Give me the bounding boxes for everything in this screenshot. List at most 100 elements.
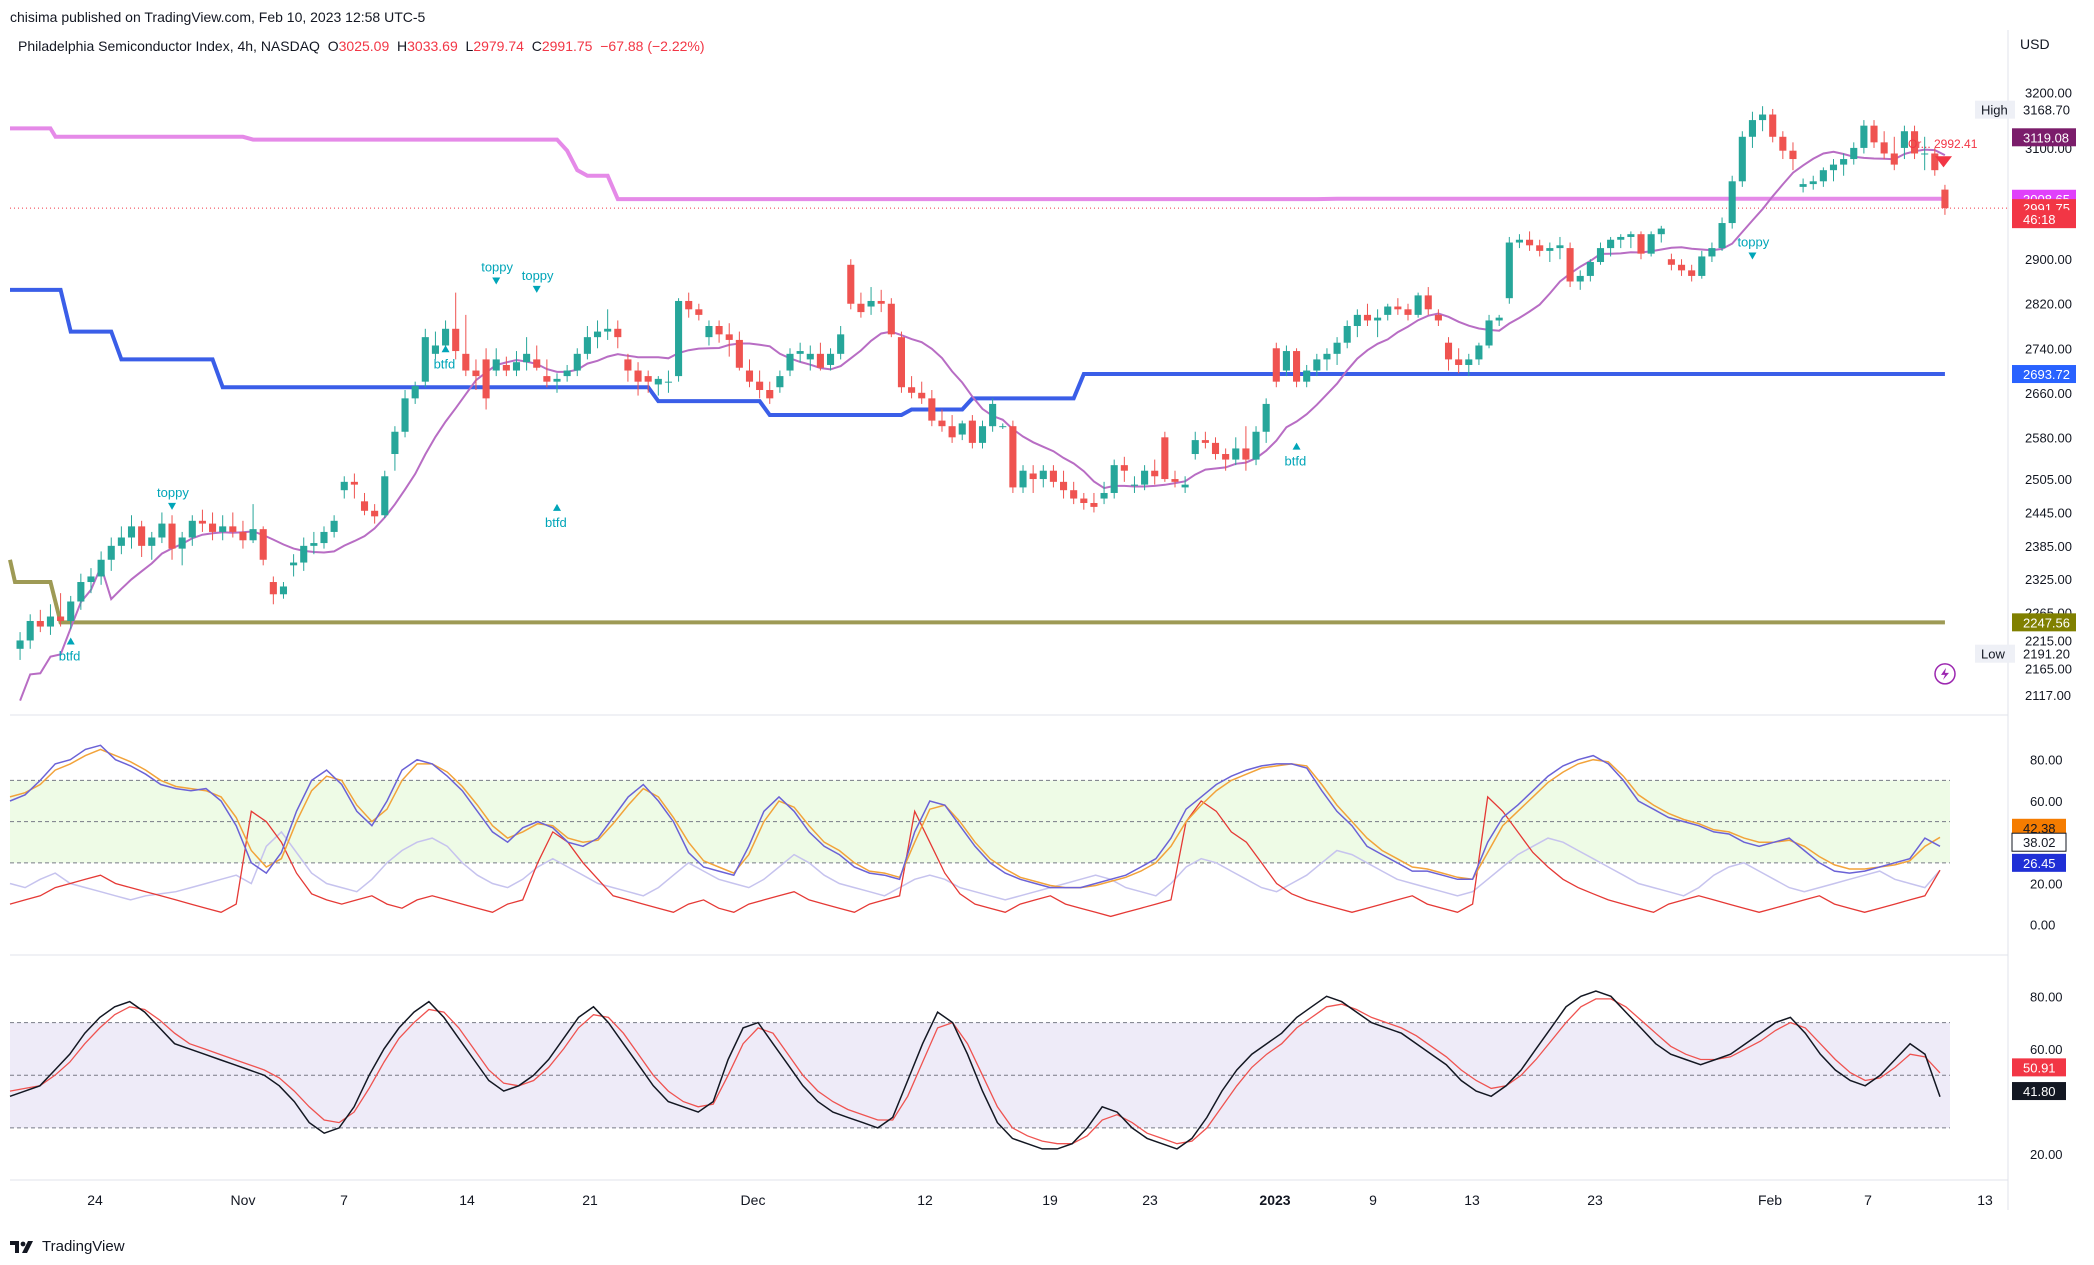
price-badge-label: 2693.72 (2023, 367, 2070, 382)
candle-body (1799, 184, 1807, 187)
oscillator-badge-label: 38.02 (2023, 835, 2056, 850)
candle-body (1363, 314, 1372, 321)
price-badge (2012, 128, 2076, 147)
candle-body (472, 370, 480, 377)
rsi-tick-label: 80.00 (2030, 989, 2063, 1004)
candle-body (57, 616, 65, 621)
candle-body (1586, 262, 1594, 276)
oscillator-badge (2012, 818, 2066, 837)
price-tick-label: 2385.00 (2025, 539, 2072, 554)
candle-body (1414, 295, 1422, 315)
candle-body (300, 545, 308, 563)
candle-body (1222, 454, 1230, 460)
candle-body (1789, 150, 1797, 160)
candle-body (1029, 473, 1037, 480)
sell-marker-icon (492, 277, 501, 285)
candle-body (877, 300, 885, 304)
candle-body (644, 376, 652, 382)
candle-body (512, 362, 521, 371)
candle-body (148, 537, 156, 546)
candle-body (16, 640, 24, 649)
rsi-badge (2012, 1082, 2066, 1101)
btfd-label: btfd (1285, 454, 1307, 469)
time-tick-label: 23 (1587, 1192, 1603, 1208)
candle-body (1880, 142, 1888, 154)
order-label: Or... 2992.41 (1908, 137, 1978, 151)
candle-body (411, 386, 419, 399)
candle-body (127, 526, 136, 538)
price-badge (2012, 613, 2076, 632)
oscillator-tick-label: 20.00 (2030, 876, 2063, 891)
candle-body (1272, 348, 1280, 382)
sell-marker-icon (168, 502, 177, 510)
candle-body (553, 378, 561, 382)
order-marker-icon (1935, 156, 1952, 168)
price-badge-label: 2191.20 (2023, 647, 2070, 662)
candle-body (614, 328, 622, 338)
time-tick-label: 13 (1464, 1192, 1480, 1208)
candle-body (1647, 234, 1655, 254)
candle-body (36, 620, 44, 627)
candle-body (421, 337, 429, 382)
candle-body (1819, 170, 1827, 182)
candle-body (1718, 223, 1726, 249)
tradingview-brand[interactable]: TradingView (10, 1238, 125, 1255)
candle-body (745, 370, 754, 382)
candle-body (1546, 248, 1554, 251)
candle-body (806, 353, 814, 360)
candle-body (249, 529, 257, 541)
toppy-label: toppy (522, 268, 554, 283)
candle-body (67, 601, 75, 621)
price-tick-label: 2740.00 (2025, 341, 2072, 356)
candle-body (523, 353, 531, 363)
currency-label: USD (2020, 36, 2050, 52)
time-tick-label: Dec (741, 1192, 766, 1208)
candle-body (97, 559, 105, 577)
candle-body (381, 476, 389, 516)
candle-body (1840, 159, 1848, 165)
candle-body (350, 481, 358, 485)
price-tick-label: 2117.00 (2025, 688, 2071, 703)
candle-body (1374, 317, 1382, 321)
candle-body (1191, 440, 1199, 455)
candle-body (1465, 359, 1473, 365)
price-tick-label: 2445.00 (2025, 505, 2072, 520)
badge-tag (1975, 644, 2015, 663)
candle-body (462, 353, 470, 371)
time-tick-label: 12 (917, 1192, 933, 1208)
price-tick-label: 2900.00 (2025, 252, 2072, 267)
candle-body (908, 387, 916, 393)
candle-body (1910, 131, 1919, 154)
d-series-line (9, 748, 1941, 889)
candle-body (1171, 479, 1179, 482)
candle-body (1455, 359, 1463, 365)
time-tick-label: 19 (1042, 1192, 1058, 1208)
price-badge (2012, 365, 2076, 384)
candle-body (1627, 234, 1635, 237)
candle-body (735, 339, 743, 368)
candle-body (46, 616, 55, 627)
candle-body (1100, 492, 1108, 499)
candle-body (837, 334, 845, 354)
candle-body (857, 303, 865, 313)
sell-marker-icon (1748, 252, 1757, 260)
rsi-tick-label: 20.00 (2030, 1147, 2063, 1162)
candle-body (279, 586, 288, 595)
buy-marker-icon (441, 345, 450, 353)
candle-body (117, 537, 125, 546)
faint-series-line (9, 830, 1941, 901)
change-value: −67.88 (−2.22%) (600, 38, 705, 54)
candle-body (1394, 306, 1402, 310)
toppy-label: toppy (1737, 234, 1769, 249)
candle-body (1708, 248, 1716, 257)
candle-body (533, 359, 541, 368)
candle-body (1809, 181, 1817, 185)
candle-body (1850, 147, 1858, 160)
candle-body (786, 353, 794, 371)
moving-average-line (19, 148, 1946, 701)
time-tick-label: 13 (1977, 1192, 1993, 1208)
symbol-legend: Philadelphia Semiconductor Index, 4h, NA… (18, 38, 705, 54)
candle-body (1293, 351, 1301, 382)
candle-body (664, 381, 672, 383)
